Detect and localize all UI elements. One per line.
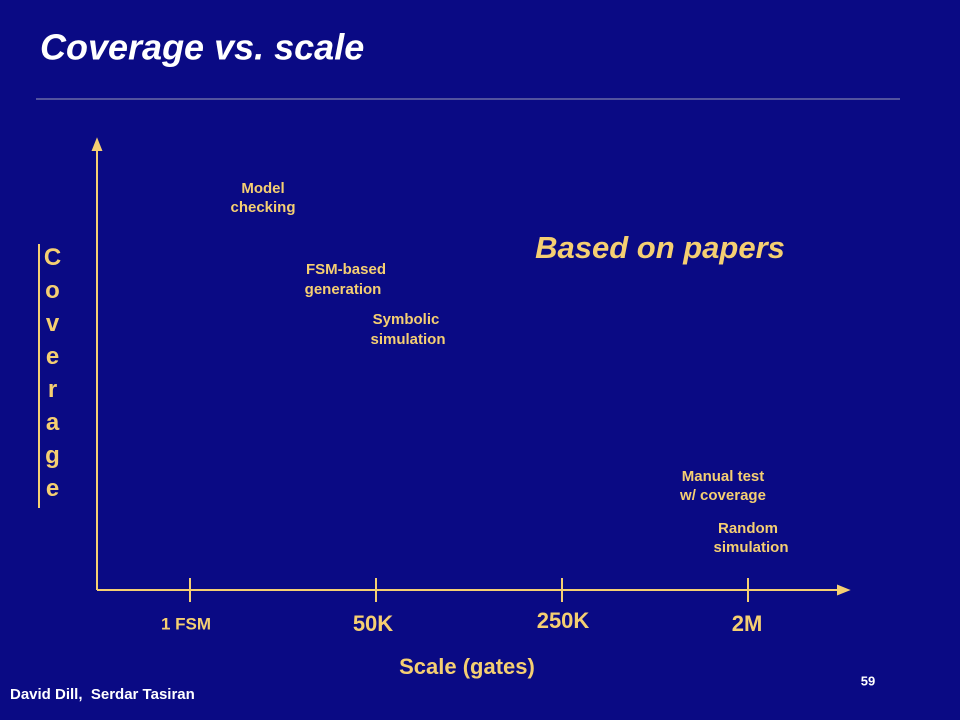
node-label: Model (241, 180, 284, 197)
axes (91, 137, 851, 602)
x-axis-label: Scale (gates) (399, 654, 535, 679)
x-tick-label: 2M (732, 611, 763, 636)
footer-authors: David Dill, Serdar Tasiran (10, 686, 195, 703)
node-label: FSM-based (306, 261, 386, 278)
x-tick-label: 1 FSM (161, 614, 211, 633)
y-arrow (91, 137, 103, 151)
node-label: checking (230, 199, 295, 216)
title: Coverage vs. scale (40, 27, 364, 68)
node-label: Symbolic (373, 311, 440, 328)
annotation: Based on papers (535, 230, 785, 265)
node-label: Manual test (682, 468, 765, 485)
x-tick-label: 250K (537, 608, 590, 633)
node-label: Random (718, 520, 778, 537)
x-tick-label: 50K (353, 611, 393, 636)
y-axis-label: Coverage (39, 244, 66, 508)
node-label: simulation (713, 539, 788, 556)
node-label: w/ coverage (679, 487, 766, 504)
x-arrow (837, 584, 851, 596)
page-number: 59 (861, 673, 875, 688)
node-label: simulation (370, 331, 445, 348)
node-label: generation (305, 281, 382, 298)
